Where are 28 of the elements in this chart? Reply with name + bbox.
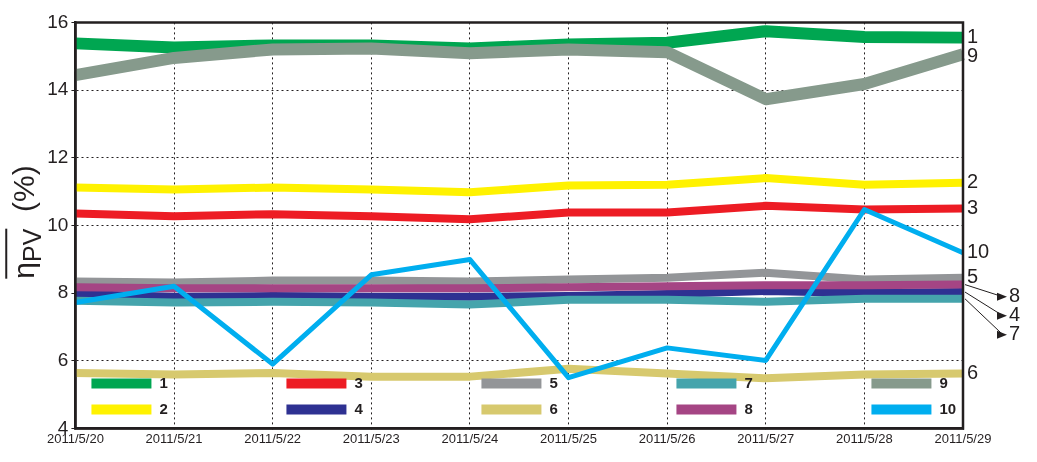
text: 3 (967, 196, 979, 218)
text: 6 (967, 361, 979, 384)
legend-label: 10 (939, 399, 957, 417)
y-tick-label: 6 (57, 348, 69, 370)
y-tick-label: 12 (47, 145, 69, 167)
y-tick-label: 14 (47, 78, 69, 100)
x-tick-label: 2011/5/26 (638, 430, 696, 446)
x-tick-label: 2011/5/28 (835, 430, 893, 446)
y-tick-label: 16 (47, 10, 69, 32)
legend-label: 1 (159, 373, 168, 391)
x-tick-label: 2011/5/27 (737, 430, 795, 446)
x-tick-label: 2011/5/21 (145, 430, 203, 446)
text: 5 (967, 265, 979, 288)
legend-label: 4 (354, 399, 364, 417)
x-tick-label: 2011/5/22 (244, 430, 302, 446)
x-tick-label: 2011/5/24 (441, 430, 499, 446)
x-tick-label: 2011/5/29 (934, 430, 992, 446)
y-tick-label: 10 (47, 213, 69, 235)
text: 10 (967, 240, 990, 263)
legend-label: 6 (549, 399, 558, 417)
legend-label: 5 (549, 373, 558, 391)
legend-label: 2 (159, 399, 168, 417)
legend-label: 9 (939, 373, 948, 391)
y-tick-label: 8 (57, 281, 69, 303)
x-tick-label: 2011/5/25 (540, 430, 597, 446)
x-tick-label: 2011/5/23 (342, 430, 400, 446)
legend-label: 8 (744, 399, 753, 417)
text: 2 (967, 170, 979, 193)
